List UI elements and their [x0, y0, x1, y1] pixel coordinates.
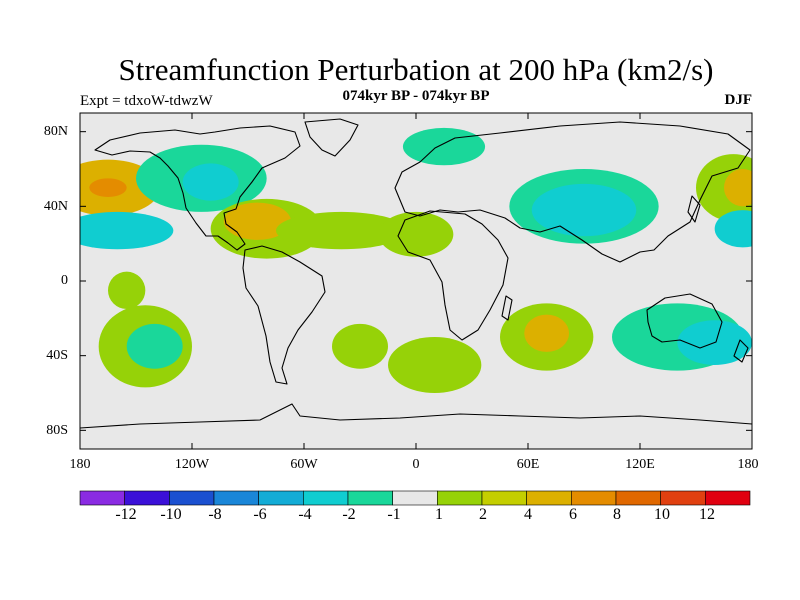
colorbar-swatch	[258, 490, 304, 506]
coastline-africa	[397, 210, 509, 341]
colorbar-swatch	[660, 490, 706, 506]
colorbar-label: 2	[479, 506, 487, 523]
coastline-south-america	[242, 245, 326, 385]
contour-region	[531, 183, 637, 237]
colorbar-swatch	[392, 490, 438, 506]
colorbar-label: -8	[208, 506, 222, 523]
coastlines	[80, 118, 752, 429]
contour-region	[89, 178, 127, 198]
coastline-north-america	[94, 125, 301, 251]
lat-label-40n: 40N	[43, 199, 68, 214]
contour-region	[378, 211, 454, 257]
contour-region	[80, 211, 174, 250]
contour-region	[126, 323, 183, 369]
lon-label-60e: 60E	[516, 457, 540, 472]
colorbar-swatch	[437, 490, 483, 506]
contour-region	[524, 314, 570, 352]
colorbar-swatch	[347, 490, 393, 506]
lat-label-80n: 80N	[43, 124, 68, 139]
coastline-eurasia	[394, 121, 751, 263]
colorbar-swatch	[213, 490, 259, 506]
lon-label-60w: 60W	[290, 457, 318, 472]
colorbar-label: -12	[115, 506, 137, 523]
colorbar-swatch	[79, 490, 125, 506]
lon-label-120w: 120W	[174, 457, 210, 472]
colorbar-label: -1	[387, 506, 401, 523]
contour-region	[724, 169, 752, 207]
colorbar-swatch	[169, 490, 215, 506]
season-label: DJF	[724, 92, 753, 108]
contour-region	[714, 210, 752, 248]
colorbar-swatch	[481, 490, 527, 506]
contour-region	[388, 337, 482, 393]
coastline-antarctica	[80, 403, 752, 429]
coastline-madagascar	[501, 295, 513, 321]
colorbar-label: -10	[160, 506, 182, 523]
lat-label-eq: 0	[61, 273, 68, 288]
colorbar-label: -4	[298, 506, 312, 523]
chart-subtitle: 074kyr BP - 074kyr BP	[342, 88, 490, 104]
experiment-label: Expt = tdxoW-tdwzW	[80, 93, 213, 109]
lon-label-180e: 180	[737, 457, 759, 472]
colorbar-swatch	[124, 490, 170, 506]
coastline-greenland	[304, 118, 359, 157]
colorbar-swatch	[526, 490, 572, 506]
coastline-australia	[646, 293, 723, 349]
colorbar	[79, 490, 751, 506]
colorbar-label: 6	[569, 506, 577, 523]
lon-label-0: 0	[412, 457, 420, 472]
contour-region	[108, 271, 146, 310]
colorbar-label: 1	[435, 506, 443, 523]
lon-label-120e: 120E	[625, 457, 655, 472]
contour-region	[276, 211, 407, 250]
contour-fields	[80, 127, 752, 393]
colorbar-label: 10	[654, 506, 670, 523]
chart-title: Streamfunction Perturbation at 200 hPa (…	[118, 52, 714, 87]
colorbar-swatch	[303, 490, 349, 506]
lat-label-80s: 80S	[46, 423, 68, 438]
colorbar-label: -6	[253, 506, 267, 523]
coastline-japan	[687, 195, 701, 223]
colorbar-label: 4	[524, 506, 532, 523]
contour-region	[332, 323, 388, 369]
colorbar-swatch	[571, 490, 617, 506]
colorbar-label: 12	[699, 506, 715, 523]
contour-region	[182, 163, 239, 201]
colorbar-label: 8	[613, 506, 621, 523]
lat-label-40s: 40S	[46, 348, 68, 363]
lon-label-180w: 180	[69, 457, 91, 472]
colorbar-label: -2	[342, 506, 356, 523]
contour-region	[223, 202, 291, 240]
contour-region	[402, 127, 486, 166]
colorbar-swatch	[705, 490, 751, 506]
coastline-new-zealand	[733, 339, 749, 363]
colorbar-swatch	[615, 490, 661, 506]
axis-ticks	[79, 113, 753, 449]
